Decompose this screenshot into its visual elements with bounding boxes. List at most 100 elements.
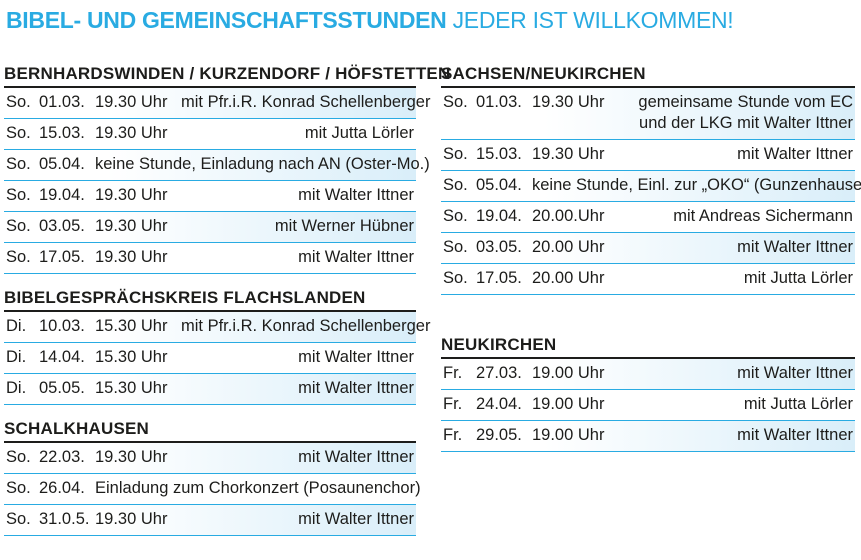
time: 19.00 Uhr	[532, 395, 605, 413]
right-column: SACHSEN/NEUKIRCHEN So. 01.03. 19.30 Uhr geme…	[441, 64, 861, 452]
weekday: So.	[443, 145, 468, 163]
title-subtitle: JEDER IST WILLKOMMEN!	[452, 7, 734, 33]
leader: mit Andreas Sichermann	[673, 207, 853, 225]
leader: mit Walter Ittner	[737, 364, 853, 382]
time: 15.30 Uhr	[95, 348, 168, 366]
section-heading: SACHSEN/NEUKIRCHEN	[441, 64, 855, 88]
note: keine Stunde, Einl. zur „OKO“ (Gunzenhau…	[532, 176, 861, 194]
date: 10.03.	[39, 317, 85, 335]
date: 19.04.	[39, 186, 85, 204]
time: 19.30 Uhr	[532, 145, 605, 163]
time: 15.30 Uhr	[95, 379, 168, 397]
schedule-row: So. 01.03. 19.30 Uhr mit Pfr.i.R. Konrad Sc…	[4, 88, 430, 119]
section-heading: BERNHARDSWINDEN / KURZENDORF / HÖFSTETTE…	[4, 64, 450, 88]
weekday: So.	[6, 217, 31, 235]
time: 19.30 Uhr	[95, 124, 168, 142]
schedule-row: So. 03.05. 19.30 Uhr mit Werner Hübner	[4, 212, 416, 243]
note: Einladung zum Chorkonzert (Posaunenchor)	[95, 479, 421, 497]
date: 03.05.	[39, 217, 85, 235]
weekday: So.	[443, 93, 468, 111]
date: 01.03.	[39, 93, 85, 111]
weekday: So.	[443, 269, 468, 287]
time: 20.00.Uhr	[532, 207, 605, 225]
weekday: So.	[443, 207, 468, 225]
leader: mit Werner Hübner	[274, 217, 414, 235]
weekday: Fr.	[443, 395, 463, 413]
schedule-section: NEUKIRCHEN Fr. 27.03. 19.00 Uhr mit Walter I…	[441, 335, 855, 452]
weekday: So.	[6, 93, 31, 111]
schedule-row: So. 05.04. keine Stunde, Einl. zur „OKO“ (…	[441, 171, 861, 202]
schedule-row: Di. 10.03. 15.30 Uhr mit Pfr.i.R. Konrad Sc…	[4, 312, 430, 343]
weekday: So.	[6, 186, 31, 204]
time: 19.30 Uhr	[95, 186, 168, 204]
date: 31.0.5.	[39, 510, 90, 528]
section-heading: BIBELGESPRÄCHSKREIS FLACHSLANDEN	[4, 288, 416, 312]
date: 19.04.	[476, 207, 522, 225]
weekday: Fr.	[443, 426, 463, 444]
date: 17.05.	[39, 248, 85, 266]
schedule-section: SCHALKHAUSEN So. 22.03. 19.30 Uhr mit Walter…	[4, 419, 421, 536]
schedule-row: So. 31.0.5. 19.30 Uhr mit Walter Ittner	[4, 505, 416, 536]
leader: mit Walter Ittner	[298, 448, 414, 466]
schedule-row: Fr. 24.04. 19.00 Uhr mit Jutta Lörler	[441, 390, 855, 421]
leader: mit Walter Ittner	[298, 348, 414, 366]
weekday: So.	[6, 479, 31, 497]
leader: mit Jutta Lörler	[743, 269, 853, 287]
time: 20.00 Uhr	[532, 238, 605, 256]
time: 15.30 Uhr	[95, 317, 168, 335]
schedule-row: Fr. 29.05. 19.00 Uhr mit Walter Ittner	[441, 421, 855, 452]
section-heading: SCHALKHAUSEN	[4, 419, 416, 443]
schedule-section: BIBELGESPRÄCHSKREIS FLACHSLANDEN Di. 10.03…	[4, 288, 430, 405]
date: 22.03.	[39, 448, 85, 466]
leader: mit Jutta Lörler	[743, 395, 853, 413]
date: 05.04.	[476, 176, 522, 194]
time: 19.00 Uhr	[532, 364, 605, 382]
schedule-row: So. 19.04. 19.30 Uhr mit Walter Ittner	[4, 181, 416, 212]
date: 14.04.	[39, 348, 85, 366]
schedule-row: So. 22.03. 19.30 Uhr mit Walter Ittner	[4, 443, 416, 474]
schedule-row: So. 15.03. 19.30 Uhr mit Walter Ittner	[441, 140, 855, 171]
schedule-section: SACHSEN/NEUKIRCHEN So. 01.03. 19.30 Uhr geme…	[441, 64, 861, 295]
date: 26.04.	[39, 479, 85, 497]
time: 19.30 Uhr	[532, 93, 605, 111]
schedule-row: So. 17.05. 19.30 Uhr mit Walter Ittner	[4, 243, 416, 274]
weekday: So.	[443, 238, 468, 256]
time: 19.30 Uhr	[95, 93, 168, 111]
date: 15.03.	[476, 145, 522, 163]
weekday: Di.	[6, 317, 27, 335]
leader: mit Walter Ittner	[737, 145, 853, 163]
leader: mit Pfr.i.R. Konrad Schellenberger	[181, 93, 431, 111]
schedule-row: So. 05.04. keine Stunde, Einladung nach AN…	[4, 150, 430, 181]
leader: mit Walter Ittner	[298, 248, 414, 266]
date: 24.04.	[476, 395, 522, 413]
time: 20.00 Uhr	[532, 269, 605, 287]
weekday: So.	[6, 248, 31, 266]
schedule-row: So. 17.05. 20.00 Uhr mit Jutta Lörler	[441, 264, 855, 295]
leader: mit Walter Ittner	[298, 186, 414, 204]
time: 19.30 Uhr	[95, 248, 168, 266]
schedule-row: So. 15.03. 19.30 Uhr mit Jutta Lörler	[4, 119, 416, 150]
date: 15.03.	[39, 124, 85, 142]
weekday: So.	[6, 510, 31, 528]
date: 05.04.	[39, 155, 85, 173]
date: 03.05.	[476, 238, 522, 256]
weekday: Di.	[6, 379, 27, 397]
weekday: Fr.	[443, 364, 463, 382]
schedule-row: So. 01.03. 19.30 Uhr gemeinsame Stunde vom …	[441, 88, 855, 140]
weekday: So.	[6, 155, 31, 173]
time: 19.30 Uhr	[95, 448, 168, 466]
leader: mit Walter Ittner	[298, 379, 414, 397]
left-column: BERNHARDSWINDEN / KURZENDORF / HÖFSTETTE…	[4, 64, 450, 536]
note: keine Stunde, Einladung nach AN (Oster-M…	[95, 155, 430, 173]
schedule-row: Di. 05.05. 15.30 Uhr mit Walter Ittner	[4, 374, 416, 405]
leader: mit Pfr.i.R. Konrad Schellenberger	[181, 317, 431, 335]
date: 29.05.	[476, 426, 522, 444]
schedule-section: BERNHARDSWINDEN / KURZENDORF / HÖFSTETTE…	[4, 64, 450, 274]
date: 01.03.	[476, 93, 522, 111]
weekday: Di.	[6, 348, 27, 366]
leader: mit Jutta Lörler	[304, 124, 414, 142]
time: 19.30 Uhr	[95, 217, 168, 235]
time: 19.30 Uhr	[95, 510, 168, 528]
date: 05.05.	[39, 379, 85, 397]
section-heading: NEUKIRCHEN	[441, 335, 855, 359]
